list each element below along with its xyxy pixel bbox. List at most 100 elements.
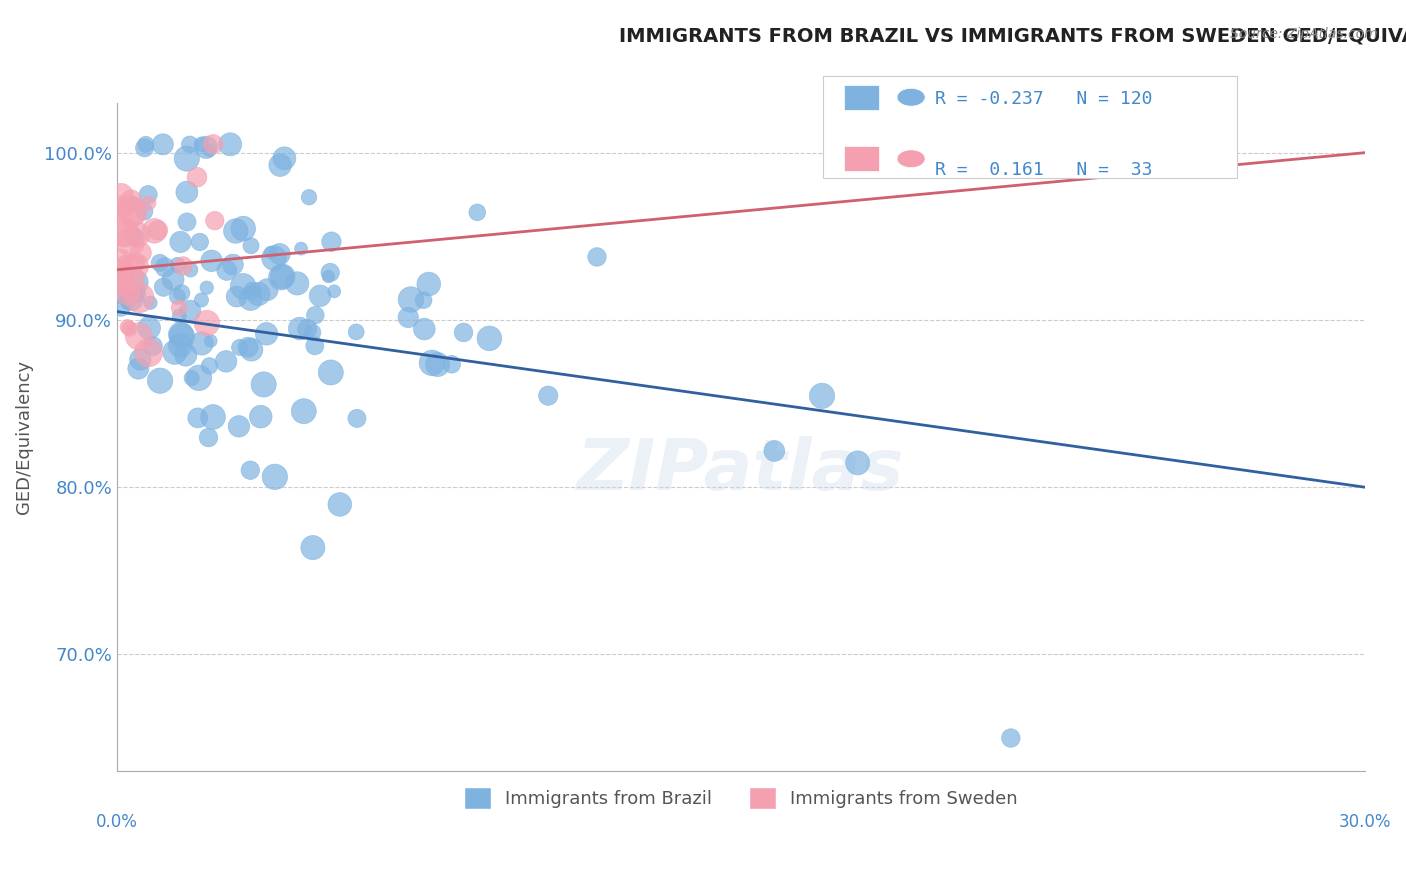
Point	[200, 253, 222, 268]
Point	[149, 374, 172, 388]
Point	[399, 293, 422, 307]
Point	[195, 140, 218, 154]
Point	[346, 411, 368, 425]
Point	[256, 326, 278, 341]
Point	[152, 280, 174, 294]
Point	[186, 170, 208, 185]
Point	[344, 325, 367, 339]
Text: R = -0.237   N = 120: R = -0.237 N = 120	[935, 90, 1153, 108]
Point	[120, 235, 142, 249]
Point	[225, 289, 247, 303]
Point	[110, 224, 132, 238]
Point	[586, 250, 609, 264]
Point	[319, 265, 342, 279]
Point	[138, 321, 160, 335]
Point	[413, 322, 436, 336]
Point	[240, 284, 263, 298]
Point	[166, 258, 188, 272]
Point	[124, 259, 146, 273]
Point	[263, 251, 285, 265]
Text: Source: ZipAtlas.com: Source: ZipAtlas.com	[1230, 27, 1378, 41]
Point	[120, 292, 142, 306]
Point	[440, 357, 463, 371]
Point	[127, 287, 149, 301]
Point	[110, 263, 132, 277]
Point	[142, 339, 165, 353]
Point	[176, 152, 198, 166]
Point	[222, 258, 245, 272]
Point	[124, 275, 146, 289]
Point	[197, 431, 219, 445]
Point	[128, 329, 150, 343]
Point	[180, 371, 202, 385]
Point	[190, 293, 212, 307]
Point	[167, 309, 190, 323]
Point	[297, 322, 319, 336]
Point	[253, 377, 276, 392]
Point	[110, 188, 132, 202]
Point	[190, 336, 212, 351]
Point	[110, 300, 132, 314]
Point	[215, 354, 238, 368]
Point	[247, 287, 270, 301]
Point	[111, 200, 134, 214]
Text: R =  0.161   N =  33: R = 0.161 N = 33	[935, 161, 1153, 178]
Point	[321, 235, 343, 249]
Point	[239, 292, 262, 306]
Point	[202, 137, 225, 152]
Point	[190, 137, 212, 152]
Point	[319, 366, 342, 380]
Point	[302, 541, 325, 555]
Point	[195, 281, 218, 295]
Point	[169, 338, 191, 352]
Y-axis label: GED/Equivalency: GED/Equivalency	[15, 360, 32, 514]
Point	[167, 301, 190, 315]
Point	[163, 345, 186, 359]
Point	[269, 247, 291, 261]
Point	[240, 239, 263, 253]
Point	[426, 358, 449, 372]
Point	[121, 272, 143, 286]
Point	[110, 252, 132, 266]
Point	[270, 270, 292, 285]
Point	[309, 289, 332, 303]
Point	[176, 185, 198, 199]
Point	[176, 215, 198, 229]
Point	[304, 339, 326, 353]
Point	[121, 205, 143, 219]
Point	[110, 286, 132, 301]
Point	[260, 245, 283, 260]
Point	[232, 279, 254, 293]
Text: 30.0%: 30.0%	[1339, 814, 1391, 831]
Point	[1000, 731, 1022, 745]
Point	[198, 359, 221, 373]
Legend: Immigrants from Brazil, Immigrants from Sweden: Immigrants from Brazil, Immigrants from …	[457, 780, 1025, 816]
Point	[170, 327, 193, 342]
Point	[412, 293, 434, 308]
Point	[465, 205, 488, 219]
Point	[166, 289, 188, 303]
Point	[120, 193, 142, 207]
Point	[232, 221, 254, 235]
Point	[240, 343, 263, 357]
Point	[301, 326, 323, 340]
Point	[273, 151, 295, 165]
Point	[114, 226, 136, 240]
Point	[117, 285, 139, 300]
Point	[112, 268, 135, 282]
Point	[114, 255, 136, 269]
Point	[138, 345, 160, 359]
Point	[292, 404, 315, 418]
Point	[271, 269, 294, 284]
Point	[396, 310, 419, 325]
Point	[187, 410, 209, 425]
Point	[202, 409, 225, 424]
Point	[200, 334, 222, 348]
Text: IMMIGRANTS FROM BRAZIL VS IMMIGRANTS FROM SWEDEN GED/EQUIVALENCY CORRELATION CHA: IMMIGRANTS FROM BRAZIL VS IMMIGRANTS FRO…	[619, 27, 1406, 45]
Point	[236, 340, 259, 354]
Point	[169, 235, 191, 249]
Point	[187, 371, 209, 385]
Point	[285, 277, 308, 291]
Point	[263, 470, 285, 484]
Point	[219, 137, 242, 152]
